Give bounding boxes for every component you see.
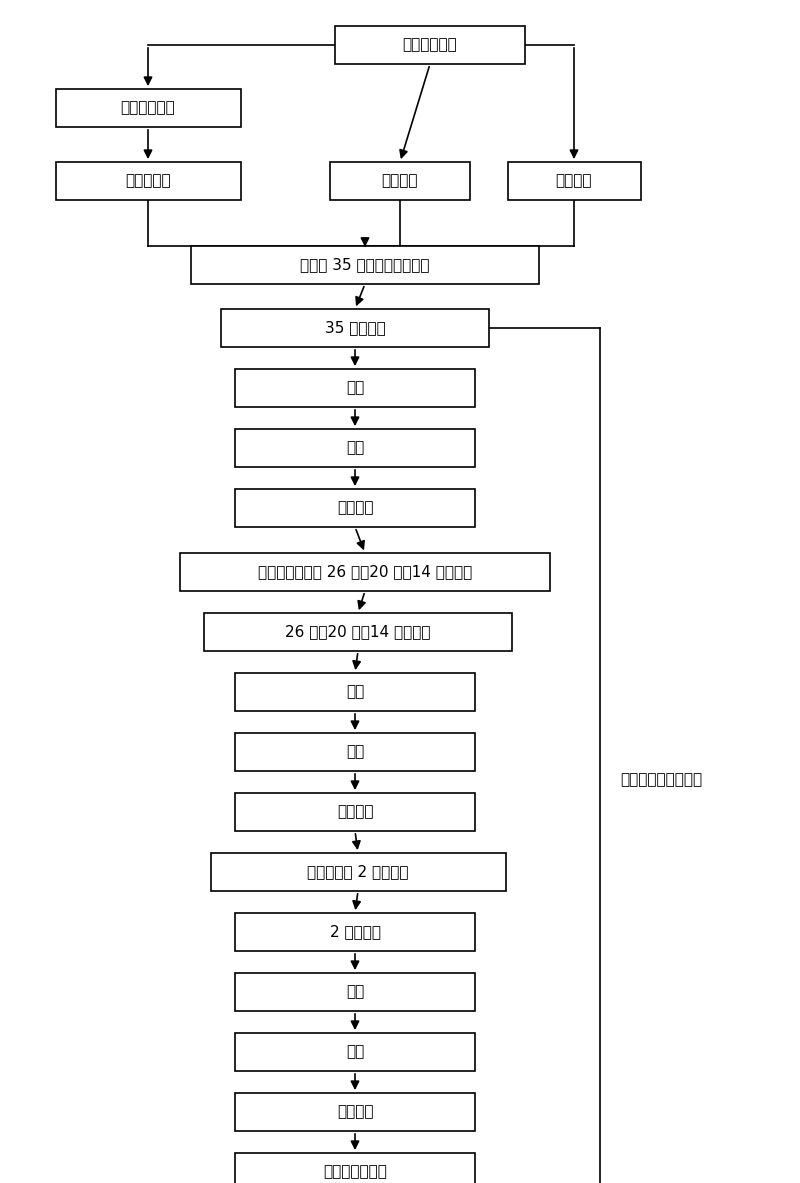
- Text: 2 米层扚砂: 2 米层扚砂: [330, 924, 381, 939]
- Bar: [210, 853, 506, 891]
- Bar: [235, 1153, 475, 1183]
- Bar: [507, 162, 641, 200]
- Bar: [191, 246, 539, 284]
- Bar: [235, 369, 475, 407]
- Text: 缝包: 缝包: [346, 440, 364, 455]
- Bar: [221, 309, 489, 347]
- Bar: [55, 162, 241, 200]
- Text: 运输入库: 运输入库: [337, 500, 374, 516]
- Text: 炁料: 炁料: [346, 685, 364, 699]
- Bar: [235, 972, 475, 1011]
- Text: 炁料: 炁料: [346, 984, 364, 1000]
- Text: 珠光砂分批质量检验: 珠光砂分批质量检验: [620, 772, 702, 788]
- Text: 35 米层扚砂: 35 米层扚砂: [325, 321, 386, 336]
- Bar: [235, 793, 475, 830]
- Text: 冷笱内加温: 冷笱内加温: [125, 174, 171, 188]
- Bar: [235, 429, 475, 467]
- Bar: [235, 1093, 475, 1131]
- Bar: [55, 89, 241, 127]
- Bar: [335, 26, 525, 64]
- Text: 导砂管移至 2 米层安装: 导砂管移至 2 米层安装: [307, 865, 409, 879]
- Text: 工装预制: 工装预制: [382, 174, 418, 188]
- Text: 运输入库: 运输入库: [337, 804, 374, 820]
- Bar: [204, 613, 512, 651]
- Bar: [330, 162, 470, 200]
- Text: 冷笱内扚砂清理: 冷笱内扚砂清理: [323, 1164, 387, 1179]
- Text: 工装及 35 米层导砂管道安装: 工装及 35 米层导砂管道安装: [300, 258, 430, 272]
- Text: 空分停车排液: 空分停车排液: [121, 101, 175, 116]
- Text: 施工方案制定: 施工方案制定: [402, 38, 458, 52]
- Bar: [235, 733, 475, 771]
- Text: 运输入库: 运输入库: [337, 1105, 374, 1119]
- Text: 导砂管分层移至 26 米、20 米、14 米层安装: 导砂管分层移至 26 米、20 米、14 米层安装: [258, 564, 472, 580]
- Text: 缝包: 缝包: [346, 1045, 364, 1060]
- Text: 缝包: 缝包: [346, 744, 364, 759]
- Bar: [235, 673, 475, 711]
- Text: 26 米、20 米、14 米层扚砂: 26 米、20 米、14 米层扚砂: [286, 625, 430, 640]
- Text: 炁料: 炁料: [346, 381, 364, 395]
- Text: 场地准备: 场地准备: [556, 174, 592, 188]
- Bar: [180, 552, 550, 592]
- Bar: [235, 1033, 475, 1071]
- Bar: [235, 489, 475, 526]
- Bar: [235, 913, 475, 951]
